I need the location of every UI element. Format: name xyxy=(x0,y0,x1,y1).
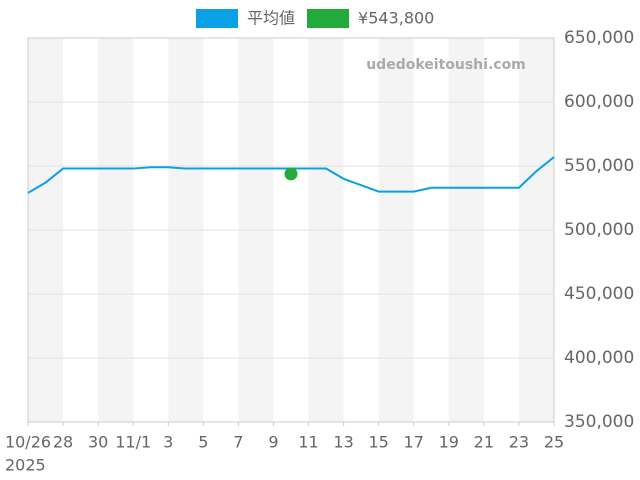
x-tick-label: 28 xyxy=(53,433,73,452)
x-tick-label: 21 xyxy=(474,433,494,452)
x-tick-label: 13 xyxy=(333,433,353,452)
legend-swatch xyxy=(307,9,350,28)
legend-swatch xyxy=(196,9,238,28)
x-tick-label: 23 xyxy=(509,433,529,452)
x-tick-label: 25 xyxy=(544,433,564,452)
x-tick-label: 11/1 xyxy=(115,433,151,452)
x-year-label: 2025 xyxy=(5,456,46,475)
y-tick-label: 450,000 xyxy=(564,284,634,304)
y-tick-label: 400,000 xyxy=(564,348,634,368)
x-tick-label: 30 xyxy=(88,433,108,452)
x-tick-label: 5 xyxy=(198,433,208,452)
plot-frame xyxy=(27,37,555,423)
y-tick-label: 600,000 xyxy=(564,92,634,112)
legend-label: 平均値 xyxy=(247,9,295,28)
y-tick-label: 500,000 xyxy=(564,220,634,240)
x-tick-label: 7 xyxy=(233,433,243,452)
x-tick-label: 19 xyxy=(439,433,459,452)
x-tick-label: 10/26 xyxy=(5,433,51,452)
y-tick-label: 650,000 xyxy=(564,28,634,48)
x-tick-label: 9 xyxy=(268,433,278,452)
x-tick-label: 15 xyxy=(368,433,388,452)
point xyxy=(284,167,298,181)
watermark: udedokeitoushi.com xyxy=(366,57,526,73)
x-tick-label: 17 xyxy=(404,433,424,452)
x-tick-label: 3 xyxy=(163,433,173,452)
y-tick-label: 550,000 xyxy=(564,156,634,176)
y-tick-label: 350,000 xyxy=(564,412,634,432)
x-tick-label: 11 xyxy=(298,433,318,452)
legend-label: ¥543,800 xyxy=(358,9,434,28)
